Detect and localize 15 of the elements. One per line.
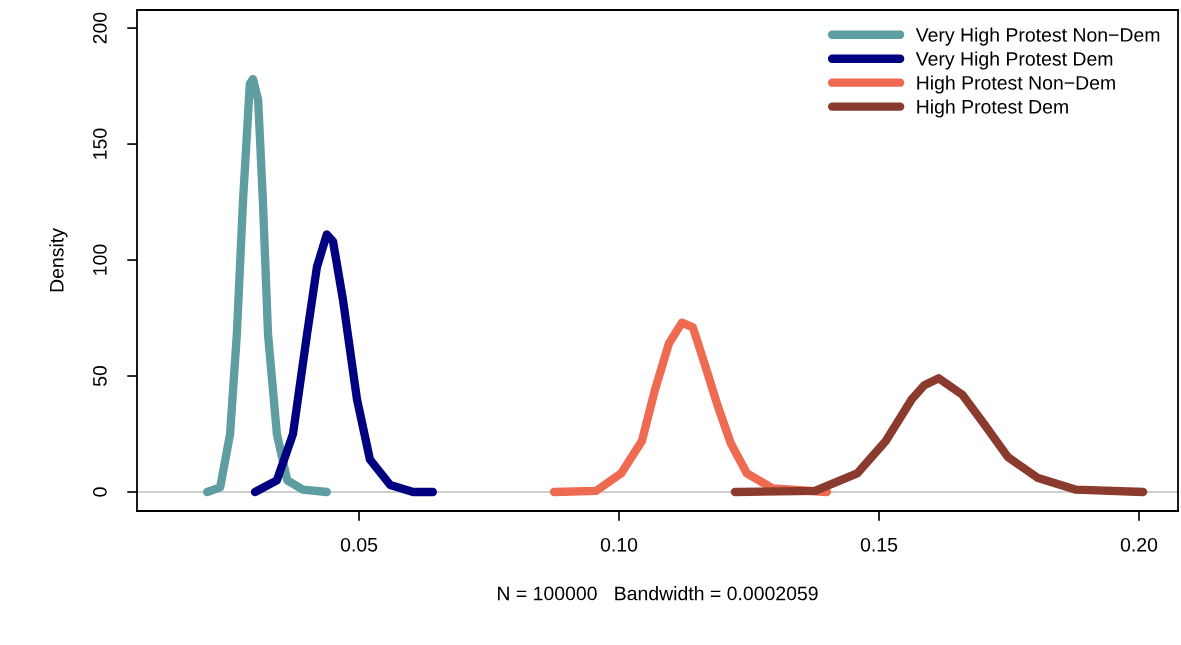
y-tick-label: 0 xyxy=(93,487,107,497)
x-axis-title: N = 100000 Bandwidth = 0.0002059 xyxy=(498,586,818,601)
legend-label: High Protest Dem xyxy=(917,99,1068,118)
y-tick-label: 50 xyxy=(93,365,107,387)
y-tick-label: 150 xyxy=(93,128,107,159)
y-tick-label: 100 xyxy=(93,244,107,275)
x-tick-label: 0.20 xyxy=(1120,537,1158,552)
x-tick-label: 0.10 xyxy=(600,537,638,552)
y-tick-label: 200 xyxy=(93,12,107,44)
x-tick-label: 0.15 xyxy=(860,537,898,552)
x-tick-label: 0.05 xyxy=(340,537,378,552)
legend-label: High Protest Non−Dem xyxy=(917,75,1115,94)
legend-label: Very High Protest Dem xyxy=(915,51,1113,70)
legend-label: Very High Protest Non−Dem xyxy=(915,27,1160,46)
y-axis-title: Density xyxy=(49,228,68,292)
